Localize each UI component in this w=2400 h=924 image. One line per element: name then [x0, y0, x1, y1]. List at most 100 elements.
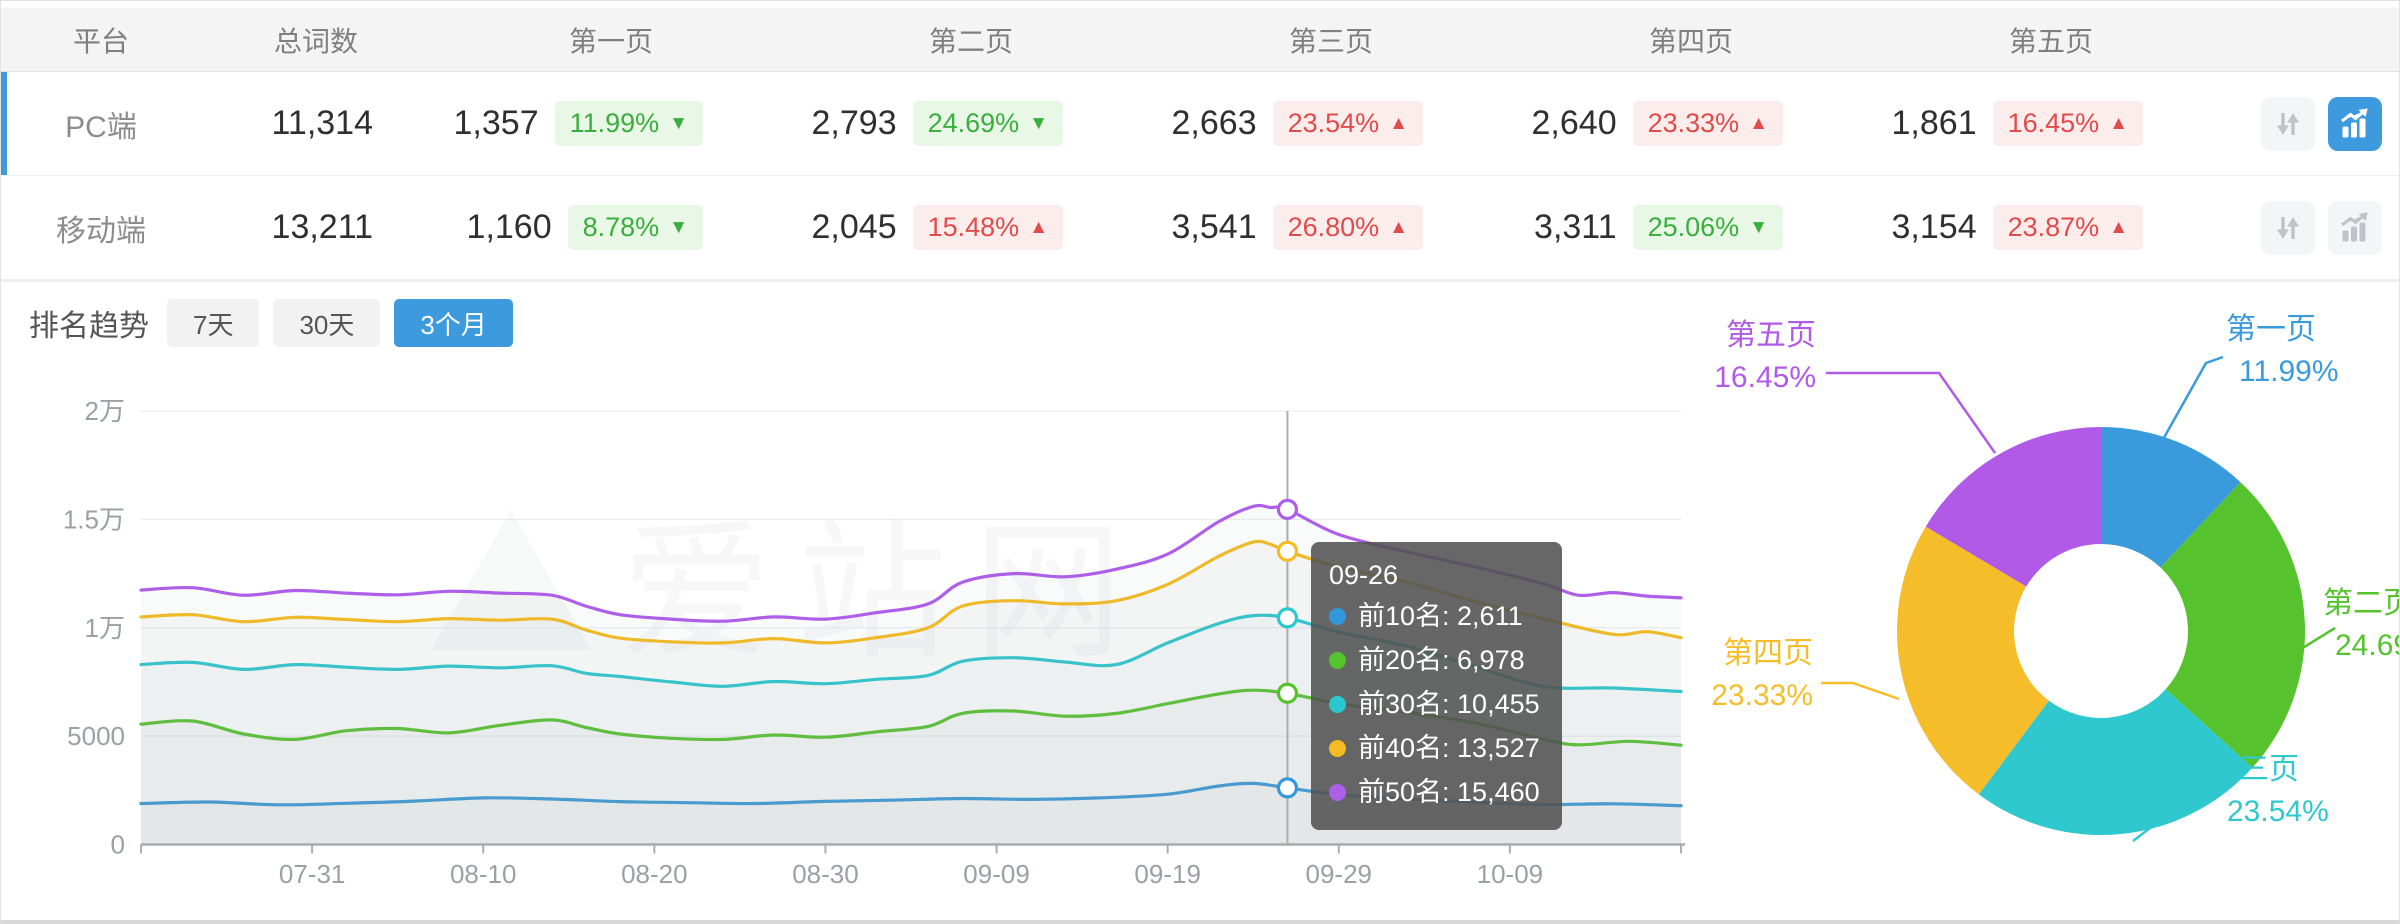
- col-header-page4: 第四页: [1648, 25, 1733, 57]
- tooltip-item: 前40名: 13,527: [1329, 726, 1540, 770]
- tooltip-item: 前50名: 15,460: [1329, 770, 1540, 814]
- col-header-total: 总词数: [273, 25, 358, 57]
- page3-cell: 3,541 26.80% ▲: [1151, 205, 1511, 250]
- donut-slice-第五页[interactable]: [1925, 427, 2101, 587]
- donut-slice-第一页[interactable]: [2101, 427, 2241, 568]
- y-axis-label: 2万: [85, 396, 125, 426]
- donut-slice-第三页[interactable]: [1978, 689, 2253, 835]
- badge-arrow-icon: ▼: [669, 113, 688, 134]
- legend-dot-icon: [1329, 651, 1346, 669]
- sort-button[interactable]: [2261, 96, 2315, 151]
- donut-label-name: 第二页: [2323, 587, 2400, 620]
- y-axis-label: 5000: [67, 721, 125, 751]
- x-axis-label: 08-10: [450, 859, 517, 889]
- page-count: 3,541: [1171, 208, 1257, 246]
- badge-arrow-icon: ▼: [1749, 217, 1768, 238]
- row-actions: [2231, 200, 2399, 255]
- donut-label-percent: 24.69%: [2335, 629, 2400, 662]
- tooltip-item-text: 前10名: 2,611: [1358, 601, 1523, 631]
- trend-badge: 24.69% ▼: [912, 101, 1063, 146]
- trend-badge: 11.99% ▼: [554, 101, 703, 146]
- page1-cell: 1,160 8.78% ▼: [431, 205, 791, 250]
- donut-label-line: [2132, 795, 2204, 842]
- rank-table: 平台 总词数 第一页 第二页 第三页 第四页 第五页 PC端 11,314 1,…: [1, 8, 2399, 282]
- donut-label-line: [1826, 371, 1997, 454]
- badge-arrow-icon: ▲: [2109, 217, 2128, 238]
- trend-badge: 8.78% ▼: [567, 205, 703, 250]
- badge-percent: 15.48%: [927, 212, 1020, 242]
- tab-3months[interactable]: 3个月: [394, 299, 513, 347]
- total-words-value: 13,211: [271, 208, 373, 246]
- selected-row-indicator: [1, 72, 7, 175]
- badge-arrow-icon: ▼: [669, 217, 688, 238]
- badge-percent: 25.06%: [1647, 212, 1740, 242]
- hover-marker-前20名: [1276, 682, 1299, 704]
- legend-dot-icon: [1329, 739, 1346, 757]
- badge-arrow-icon: ▲: [1029, 217, 1048, 238]
- donut-label-line: [1821, 681, 1900, 701]
- badge-percent: 23.54%: [1287, 108, 1380, 138]
- table-row-pc[interactable]: PC端 11,314 1,357 11.99% ▼ 2,793 24.69% ▼ 2…: [1, 72, 2399, 176]
- trend-badge: 23.54% ▲: [1272, 101, 1423, 146]
- donut-label-percent: 23.54%: [2227, 795, 2329, 828]
- page-count: 2,640: [1531, 104, 1617, 142]
- donut-label-name: 第五页: [1726, 319, 1816, 352]
- hover-marker-前10名: [1276, 777, 1299, 799]
- trend-badge: 15.48% ▲: [912, 205, 1063, 250]
- total-words-value: 11,314: [271, 104, 373, 142]
- page-count: 1,160: [466, 208, 552, 246]
- tooltip-item-text: 前20名: 6,978: [1358, 645, 1525, 675]
- tooltip-item: 前30名: 10,455: [1329, 682, 1540, 726]
- tooltip-item-text: 前30名: 10,455: [1358, 689, 1540, 719]
- trend-chart-icon: [2341, 211, 2368, 241]
- trend-badge: 23.87% ▲: [1992, 205, 2143, 250]
- donut-label-percent: 11.99%: [2239, 355, 2339, 388]
- show-chart-button[interactable]: [2328, 200, 2382, 255]
- trend-title: 排名趋势: [29, 310, 149, 343]
- badge-arrow-icon: ▲: [2109, 113, 2128, 134]
- trend-chart-icon: [2341, 107, 2368, 137]
- page-count: 1,861: [1891, 104, 1977, 142]
- badge-percent: 24.69%: [927, 108, 1020, 138]
- col-header-page2: 第二页: [928, 25, 1013, 57]
- series-area-前20名: [141, 690, 1681, 845]
- table-row-mobile[interactable]: 移动端 13,211 1,160 8.78% ▼ 2,045 15.48% ▲ 3,…: [1, 176, 2399, 280]
- donut-label-name: 第一页: [2226, 313, 2316, 346]
- show-chart-button[interactable]: [2328, 96, 2382, 151]
- y-axis-label: 0: [111, 830, 125, 860]
- badge-arrow-icon: ▲: [1389, 113, 1408, 134]
- x-axis-label: 08-20: [621, 859, 688, 889]
- hover-marker-前30名: [1276, 607, 1299, 629]
- badge-arrow-icon: ▲: [1749, 113, 1768, 134]
- page4-cell: 3,311 25.06% ▼: [1511, 205, 1871, 250]
- donut-slice-第四页[interactable]: [1897, 526, 2049, 795]
- trend-badge: 25.06% ▼: [1632, 205, 1783, 250]
- donut-label-percent: 16.45%: [1714, 361, 1816, 394]
- chart-tooltip: 09-26 前10名: 2,611 前20名: 6,978 前30名: 10,455…: [1311, 542, 1562, 830]
- tab-30days[interactable]: 30天: [273, 299, 381, 347]
- sort-arrows-icon: [2277, 216, 2299, 239]
- trend-badge: 26.80% ▲: [1272, 205, 1423, 250]
- tab-7days[interactable]: 7天: [167, 299, 260, 347]
- y-axis-label: 1万: [85, 613, 125, 643]
- hover-marker-前50名: [1276, 498, 1299, 521]
- page-count: 2,045: [811, 208, 897, 246]
- trend-badge: 23.33% ▲: [1632, 101, 1783, 146]
- page1-cell: 1,357 11.99% ▼: [431, 101, 791, 146]
- donut-slice-第二页[interactable]: [2160, 482, 2305, 768]
- badge-percent: 11.99%: [569, 108, 660, 138]
- page-count: 2,663: [1171, 104, 1257, 142]
- page-count: 3,311: [1534, 208, 1617, 246]
- sort-button[interactable]: [2261, 200, 2315, 255]
- badge-percent: 16.45%: [2007, 108, 2100, 138]
- x-axis-label: 10-09: [1477, 859, 1544, 889]
- page5-cell: 1,861 16.45% ▲: [1871, 101, 2231, 146]
- donut-label-percent: 23.33%: [1711, 679, 1813, 712]
- legend-dot-icon: [1329, 607, 1346, 625]
- badge-percent: 26.80%: [1287, 212, 1380, 242]
- page2-cell: 2,793 24.69% ▼: [791, 101, 1151, 146]
- x-axis-label: 09-29: [1306, 859, 1373, 889]
- y-axis-label: 1.5万: [63, 504, 125, 534]
